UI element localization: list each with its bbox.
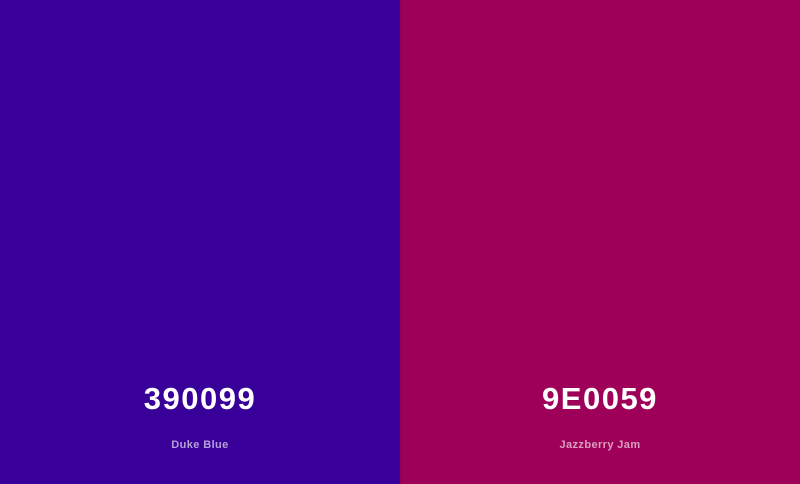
hex-code: 9E0059	[542, 381, 658, 416]
color-name: Jazzberry Jam	[559, 439, 641, 451]
color-swatch-jazzberry-jam[interactable]: 9E0059 Jazzberry Jam	[400, 0, 800, 484]
hex-code: 390099	[143, 381, 257, 416]
color-name: Duke Blue	[171, 439, 229, 451]
color-swatch-duke-blue[interactable]: 390099 Duke Blue	[0, 0, 400, 484]
